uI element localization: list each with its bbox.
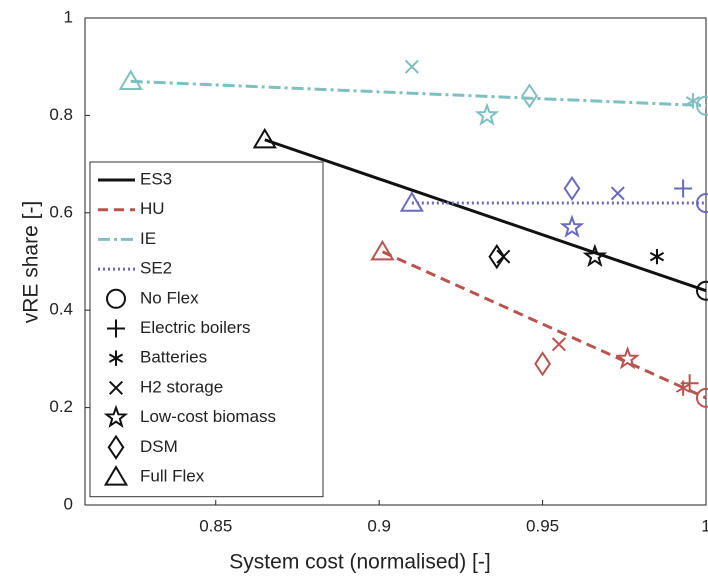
marker-diamond <box>488 244 506 270</box>
marker-diamond <box>563 175 581 202</box>
legend-label: HU <box>140 199 165 218</box>
marker-asterisk <box>685 93 701 109</box>
y-axis-label: vRE share [-] <box>20 201 43 324</box>
marker-triangle <box>252 127 277 149</box>
marker-triangle <box>399 191 424 212</box>
marker-circle <box>696 193 708 214</box>
marker-circle <box>696 387 708 408</box>
series-line <box>381 250 707 400</box>
marker-asterisk <box>108 350 124 366</box>
marker-cross <box>108 380 124 395</box>
legend-label: Batteries <box>140 348 207 367</box>
y-tick-label: 0.4 <box>49 300 73 319</box>
legend-box <box>89 161 324 498</box>
marker-circle <box>106 288 126 309</box>
legend-label: SE2 <box>140 259 172 278</box>
legend-label: IE <box>140 229 156 248</box>
marker-cross <box>496 249 511 264</box>
marker-star <box>615 346 640 370</box>
marker-diamond <box>534 351 551 377</box>
legend-label: ES3 <box>140 169 172 188</box>
marker-triangle <box>103 465 129 486</box>
marker-cross <box>610 186 625 201</box>
marker-asterisk <box>649 248 665 265</box>
marker-plus <box>674 179 693 198</box>
marker-star <box>103 404 129 429</box>
legend-label: Electric boilers <box>140 318 251 337</box>
marker-diamond <box>521 83 538 109</box>
marker-star <box>474 102 500 126</box>
marker-plus <box>680 374 699 393</box>
y-tick-label: 0.8 <box>49 105 73 124</box>
marker-triangle <box>118 69 143 90</box>
marker-triangle <box>370 239 395 261</box>
legend-label: DSM <box>140 437 178 456</box>
legend-label: Full Flex <box>140 466 205 485</box>
series-line <box>264 138 707 293</box>
x-tick-label: 0.9 <box>367 516 391 535</box>
legend-label: H2 storage <box>140 377 223 396</box>
marker-star <box>559 214 585 238</box>
marker-plus <box>107 319 125 338</box>
marker-cross <box>551 337 566 352</box>
legend-label: No Flex <box>140 288 199 307</box>
marker-circle <box>696 280 708 301</box>
y-tick-label: 0.2 <box>49 397 73 416</box>
y-tick-label: 1 <box>64 7 73 26</box>
legend-label: Low-cost biomass <box>140 407 276 426</box>
marker-star <box>582 243 608 268</box>
x-tick-label: 0.95 <box>526 516 559 535</box>
x-tick-label: 1 <box>701 516 708 535</box>
x-tick-label: 0.85 <box>199 516 232 535</box>
x-axis-label: System cost (normalised) [-] <box>229 551 490 574</box>
y-tick-label: 0 <box>64 494 73 513</box>
marker-cross <box>404 59 419 74</box>
marker-circle <box>696 95 708 116</box>
plot-frame <box>84 17 707 506</box>
marker-diamond <box>107 434 125 460</box>
series-line <box>130 79 707 108</box>
y-tick-label: 0.6 <box>49 202 73 221</box>
